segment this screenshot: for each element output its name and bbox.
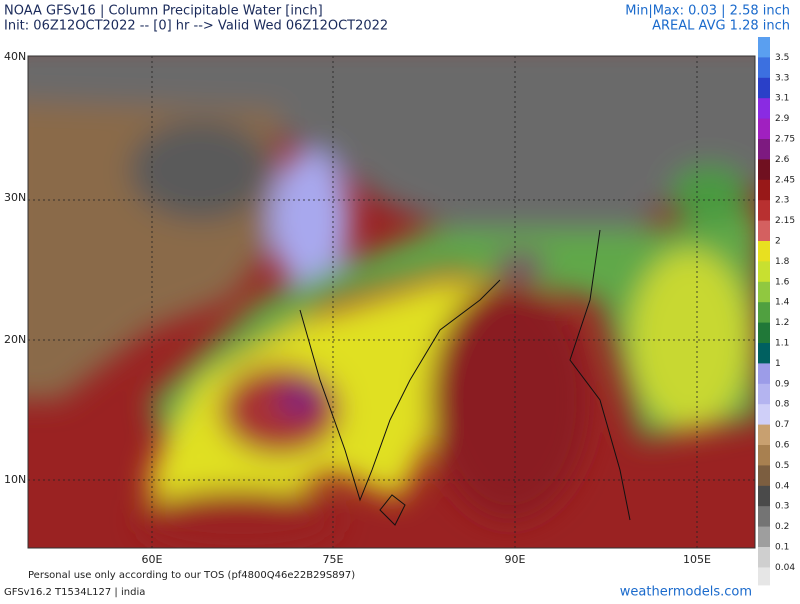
- colorbar-swatch: [758, 179, 770, 201]
- title: NOAA GFSv16 | Column Precipitable Water …: [4, 4, 323, 19]
- colorbar-label: 3.5: [775, 53, 789, 63]
- colorbar-label: 3.3: [775, 73, 789, 83]
- colorbar-end: [758, 567, 770, 586]
- colorbar-swatch: [758, 57, 770, 79]
- lat-label: 30N: [4, 191, 26, 204]
- colorbar-swatch: [758, 465, 770, 487]
- colorbar-label: 2.9: [775, 114, 790, 124]
- graticule: [28, 56, 755, 548]
- purple-west: [278, 384, 322, 416]
- map: [28, 56, 755, 548]
- colorbar-label: 2.3: [775, 196, 789, 206]
- colorbar-swatch: [758, 241, 770, 262]
- colorbar-swatch: [758, 139, 770, 160]
- model-info: GFSv16.2 T1534L127 | india: [4, 587, 145, 598]
- colorbar-swatch: [758, 506, 770, 528]
- colorbar-swatch: [758, 261, 770, 283]
- tos-note: Personal use only according to our TOS (…: [28, 570, 355, 581]
- colorbar-label: 1.2: [775, 318, 789, 328]
- colorbar-label: 1.4: [775, 298, 790, 308]
- colorbar-label: 0.04: [775, 563, 795, 573]
- lon-label: 105E: [683, 553, 711, 566]
- colorbar-swatch: [758, 424, 770, 446]
- red-bay: [430, 280, 590, 520]
- colorbar-label: 2: [775, 237, 781, 247]
- colorbar-swatch: [758, 200, 770, 222]
- colorbar-label: 0.6: [775, 441, 790, 451]
- red-south: [140, 490, 340, 548]
- colorbar-swatch: [758, 37, 770, 58]
- colorbar-swatch: [758, 526, 770, 548]
- red-west: [220, 365, 340, 455]
- colorbar-swatch: [758, 98, 770, 120]
- colorbar-swatch: [758, 404, 770, 426]
- colorbar-swatch: [758, 302, 770, 324]
- dry-north: [28, 56, 755, 230]
- colorbar-label: 3.1: [775, 94, 789, 104]
- colorbar-label: 2.45: [775, 175, 795, 185]
- colorbar-swatch: [758, 343, 770, 364]
- lat-label: 20N: [4, 333, 26, 346]
- colorbar-swatch: [758, 220, 770, 242]
- map-frame: [27, 55, 756, 549]
- colorbar-swatch: [758, 322, 770, 344]
- init-line: Init: 06Z12OCT2022 -- [0] hr --> Valid W…: [4, 19, 388, 34]
- coastlines: [299, 229, 631, 526]
- colorbar-label: 0.3: [775, 502, 789, 512]
- colorbar-label: 1.6: [775, 277, 790, 287]
- colorbar-swatch: [758, 281, 770, 303]
- lon-label: 60E: [142, 553, 163, 566]
- purple-north: [495, 253, 545, 277]
- colorbar-label: 2.75: [775, 135, 795, 145]
- colorbar-swatch: [758, 118, 770, 140]
- colorbar-label: 1.8: [775, 257, 790, 267]
- dry-patch: [130, 120, 270, 220]
- colorbar-label: 1.1: [775, 339, 789, 349]
- site-link: weathermodels.com: [620, 585, 752, 600]
- lon-label: 75E: [323, 553, 344, 566]
- axis-labels: 40N 30N 20N 10N 60E 75E 90E 105E: [4, 50, 711, 566]
- green-band: [150, 210, 755, 470]
- min-max: Min|Max: 0.03 | 2.58 inch: [625, 4, 790, 19]
- moist-patch: [270, 150, 350, 290]
- colorbar-swatch: [758, 363, 770, 385]
- green-patch: [670, 165, 750, 225]
- colorbar-label: 1: [775, 359, 781, 369]
- colorbar-label: 0.4: [775, 481, 790, 491]
- colorbar-label: 0.9: [775, 379, 790, 389]
- lon-label: 90E: [505, 553, 526, 566]
- areal-avg: AREAL AVG 1.28 inch: [652, 19, 790, 34]
- colorbar-label: 2.6: [775, 155, 790, 165]
- colorbar-swatch: [758, 159, 770, 181]
- colorbar-label: 2.15: [775, 216, 795, 226]
- lat-label: 10N: [4, 473, 26, 486]
- colorbar-label: 0.7: [775, 420, 789, 430]
- colorbar-label: 0.1: [775, 543, 789, 553]
- colorbar-label: 0.5: [775, 461, 789, 471]
- colorbar-swatch: [758, 547, 770, 568]
- colorbar-label: 0.8: [775, 400, 790, 410]
- colorbar-swatch: [758, 445, 770, 466]
- colorbar-swatch: [758, 383, 770, 405]
- colorbar: 3.5 3.3 3.1 2.9 2.75 2.6 2.45 2.3 2.15 2 1.8 1.6 1.4…: [758, 37, 795, 586]
- lat-label: 40N: [4, 50, 26, 63]
- colorbar-swatch: [758, 485, 770, 507]
- colorbar-swatch: [758, 77, 770, 99]
- colorbar-label: 0.2: [775, 522, 789, 532]
